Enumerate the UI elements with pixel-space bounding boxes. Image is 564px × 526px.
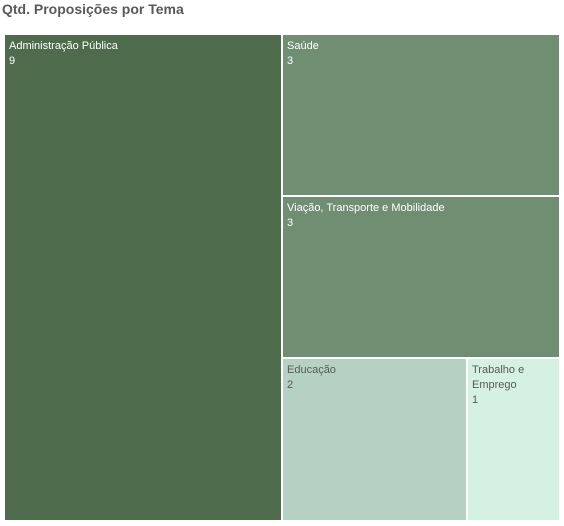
tile-label: Viação, Transporte e Mobilidade (287, 202, 445, 214)
tile-label: Saúde (287, 40, 319, 52)
treemap-tile-saude[interactable]: Saúde 3 (282, 34, 560, 196)
treemap: Administração Pública 9 Saúde 3 Viação, Tran… (4, 34, 560, 521)
tile-label: Trabalho e Emprego (472, 364, 525, 391)
tile-value: 1 (472, 394, 479, 406)
tile-value: 3 (287, 55, 294, 67)
tile-value: 3 (287, 217, 294, 229)
treemap-tile-administracao-publica[interactable]: Administração Pública 9 (4, 34, 282, 521)
treemap-tile-educacao[interactable]: Educação 2 (282, 358, 467, 521)
treemap-tile-viacao-transporte-e-mobilidade[interactable]: Viação, Transporte e Mobilidade 3 (282, 196, 560, 358)
treemap-tile-trabalho-e-emprego[interactable]: Trabalho e Emprego 1 (467, 358, 560, 521)
tile-label: Educação (287, 364, 336, 376)
chart-title: Qtd. Proposições por Tema (2, 1, 184, 17)
tile-value: 9 (9, 55, 16, 67)
tile-label: Administração Pública (9, 40, 118, 52)
tile-value: 2 (287, 379, 294, 391)
